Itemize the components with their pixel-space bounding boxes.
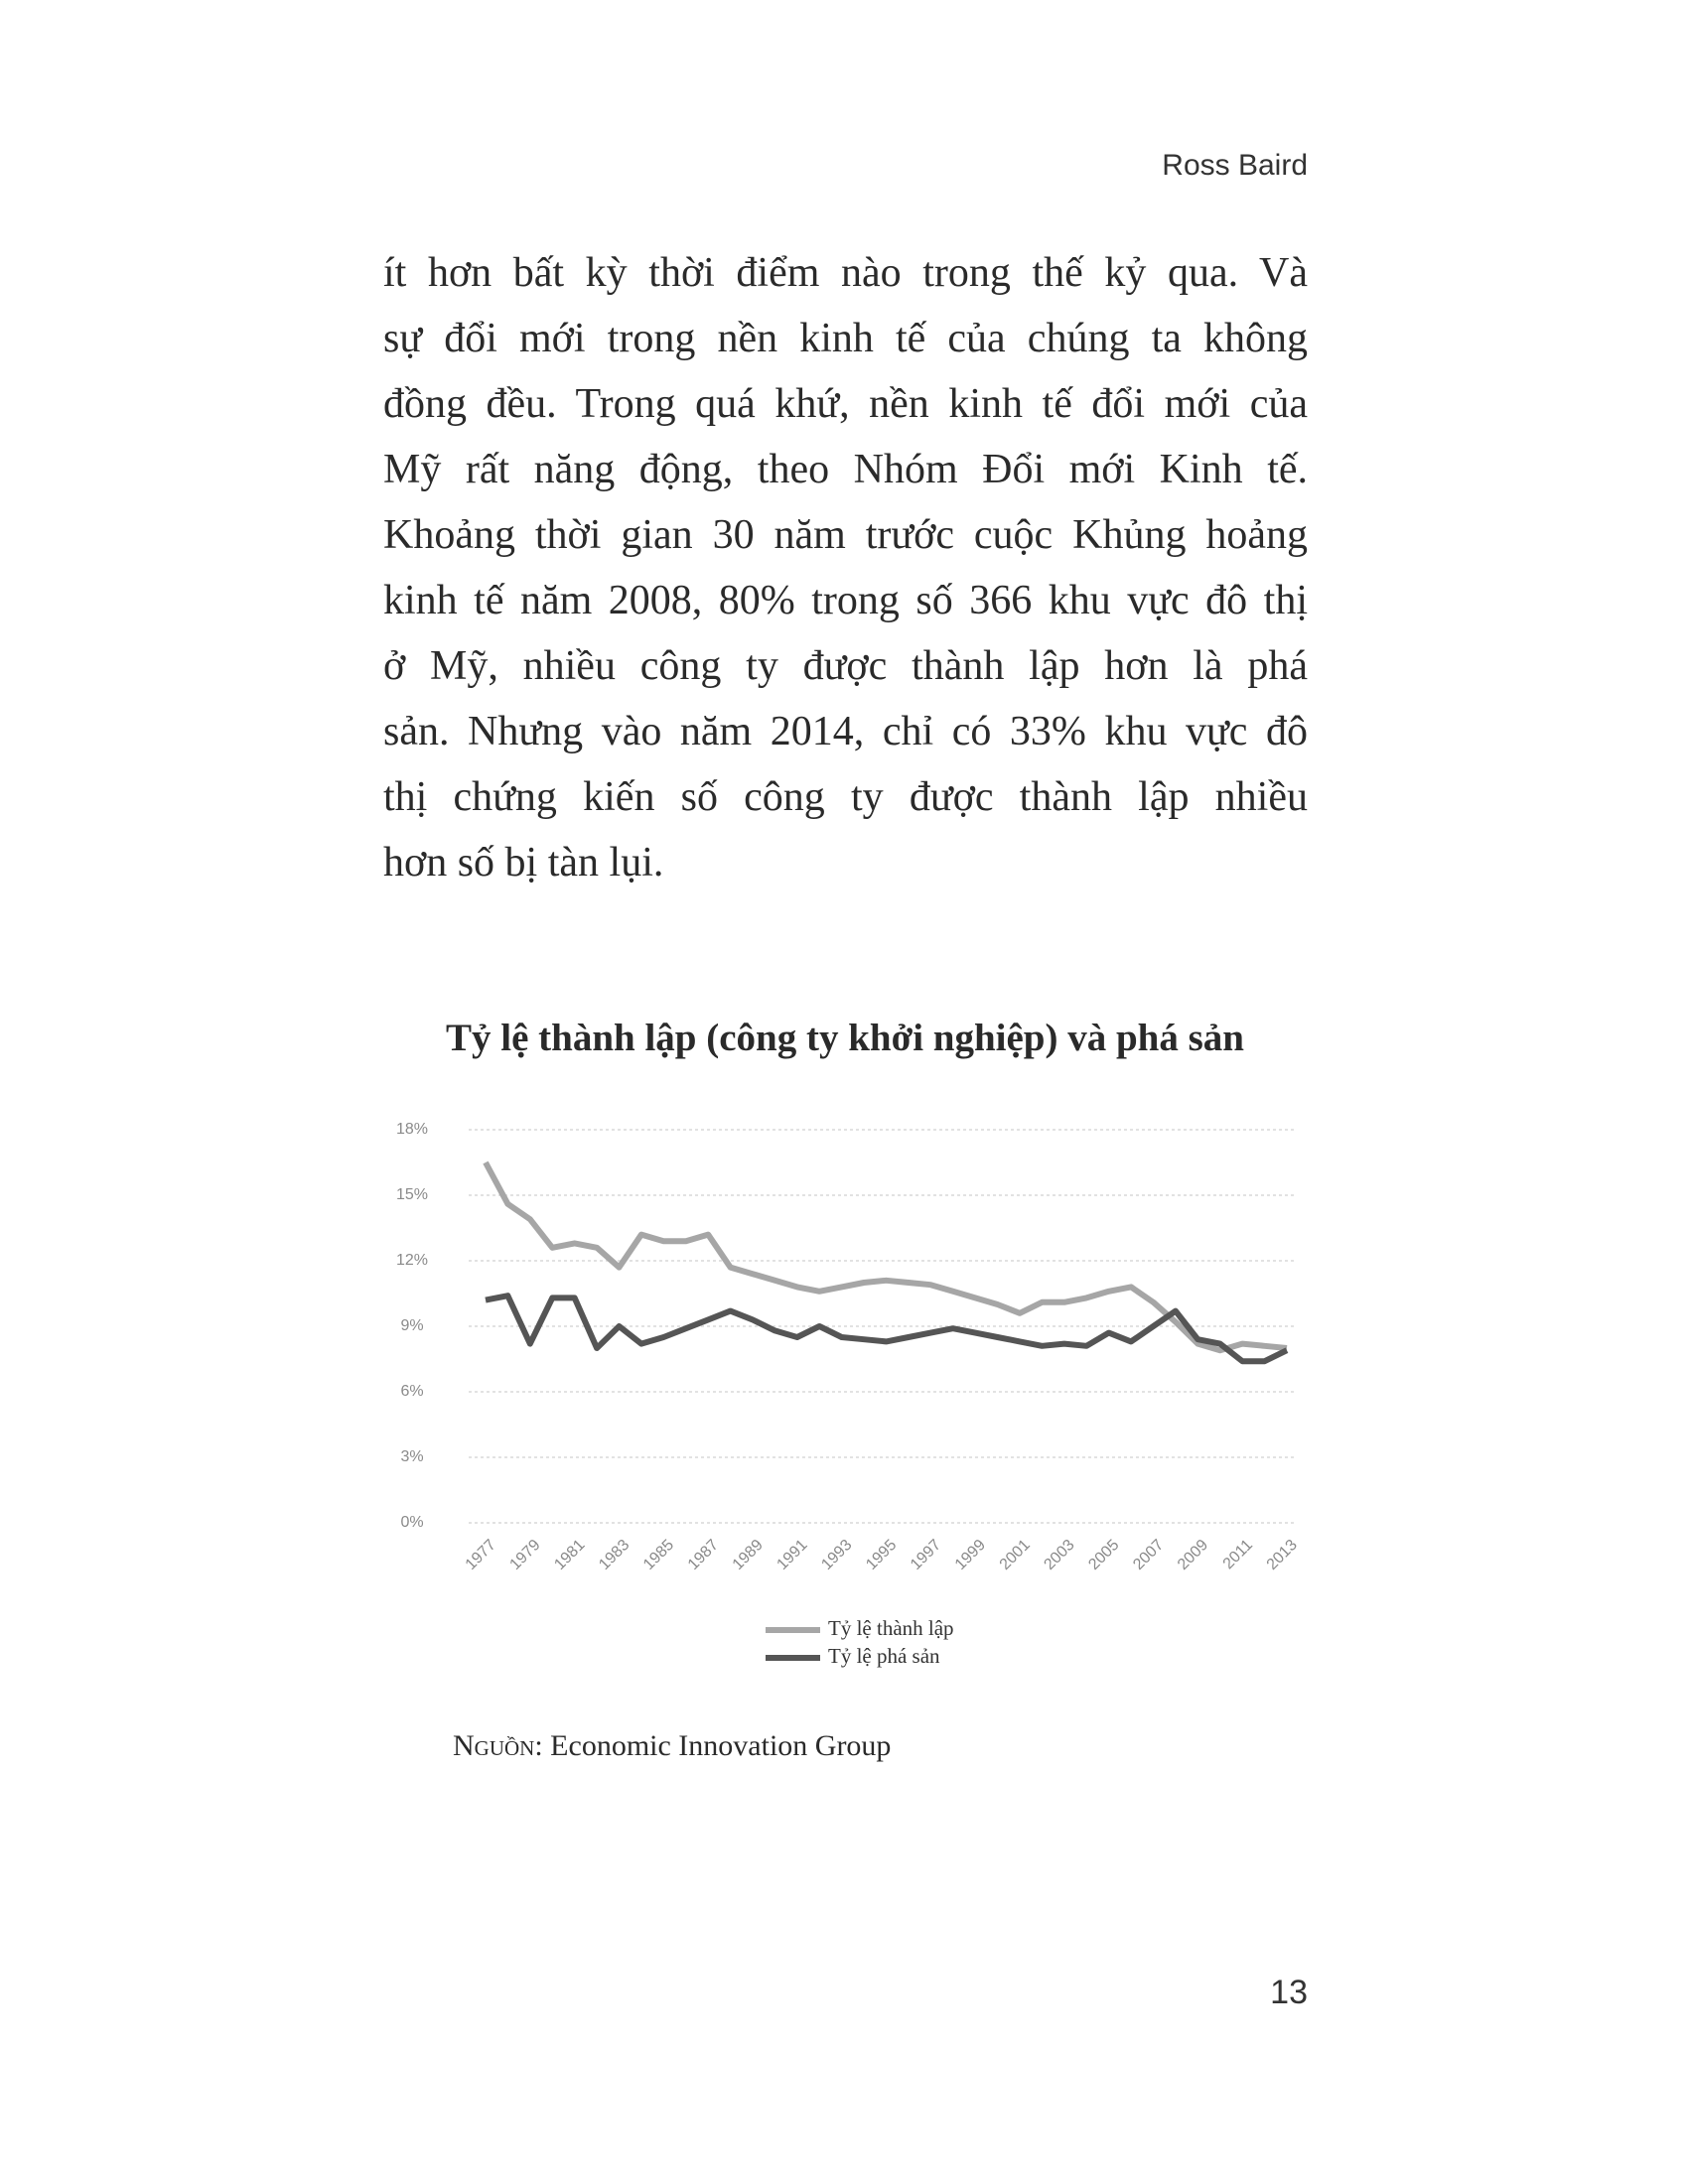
text-line: ít hơn bất kỳ thời điểm nào trong thế kỷ…: [383, 250, 1308, 296]
x-tick-label: 1983: [596, 1537, 633, 1573]
y-tick-label: 15%: [396, 1186, 428, 1203]
x-tick-label: 1979: [506, 1537, 543, 1573]
y-tick-label: 6%: [400, 1383, 423, 1400]
x-tick-label: 1985: [640, 1537, 677, 1573]
page-number: 13: [1270, 1974, 1308, 2011]
source: Nguồn: Economic Innovation Group: [453, 1729, 891, 1763]
legend-label: Tỷ lệ phá sản: [828, 1644, 940, 1668]
x-tick-label: 1981: [551, 1537, 588, 1573]
x-tick-label: 1997: [908, 1537, 944, 1573]
x-tick-label: 1993: [818, 1537, 855, 1573]
source-text: Economic Innovation Group: [550, 1729, 892, 1762]
text-line: đồng đều. Trong quá khứ, nền kinh tế đổi…: [383, 381, 1308, 427]
source-label: Nguồn:: [453, 1729, 543, 1762]
x-tick-label: 2011: [1220, 1537, 1256, 1572]
y-tick-label: 9%: [400, 1317, 423, 1334]
text-line: ở Mỹ, nhiều công ty được thành lập hơn l…: [383, 643, 1308, 689]
y-tick-label: 18%: [396, 1121, 428, 1138]
chart-title: Tỷ lệ thành lập (công ty khởi nghiệp) và…: [446, 1017, 1244, 1059]
x-tick-label: 1995: [863, 1537, 900, 1573]
body-text: ít hơn bất kỳ thời điểm nào trong thế kỷ…: [383, 240, 1308, 895]
text-line: Mỹ rất năng động, theo Nhóm Đổi mới Kinh…: [383, 447, 1308, 492]
series-line: [485, 1293, 1289, 1365]
legend-label: Tỷ lệ thành lập: [828, 1616, 954, 1640]
x-tick-label: 1999: [952, 1537, 989, 1573]
x-tick-label: 1977: [463, 1537, 499, 1573]
x-tick-label: 2005: [1085, 1537, 1122, 1573]
x-tick-label: 2013: [1264, 1537, 1301, 1573]
running-header: Ross Baird: [1162, 149, 1308, 182]
x-tick-label: 1991: [774, 1537, 810, 1573]
text-line: hơn số bị tàn lụi.: [383, 840, 664, 886]
x-tick-label: 2009: [1175, 1537, 1211, 1573]
text-line: kinh tế năm 2008, 80% trong số 366 khu v…: [383, 578, 1308, 623]
text-line: sản. Nhưng vào năm 2014, chỉ có 33% khu …: [383, 709, 1308, 754]
y-tick-label: 12%: [396, 1252, 428, 1269]
x-tick-label: 1987: [685, 1537, 722, 1573]
series-line: [483, 1160, 1288, 1354]
text-line: thị chứng kiến số công ty được thành lập…: [383, 774, 1308, 820]
text-line: sự đổi mới trong nền kinh tế của chúng t…: [383, 316, 1308, 361]
x-tick-label: 2001: [997, 1537, 1034, 1573]
x-tick-label: 2003: [1041, 1537, 1077, 1573]
y-tick-label: 0%: [400, 1514, 423, 1531]
text-line: Khoảng thời gian 30 năm trước cuộc Khủng…: [383, 512, 1308, 558]
y-tick-label: 3%: [400, 1448, 423, 1465]
x-tick-label: 2007: [1130, 1537, 1167, 1573]
x-tick-label: 1989: [730, 1537, 767, 1573]
